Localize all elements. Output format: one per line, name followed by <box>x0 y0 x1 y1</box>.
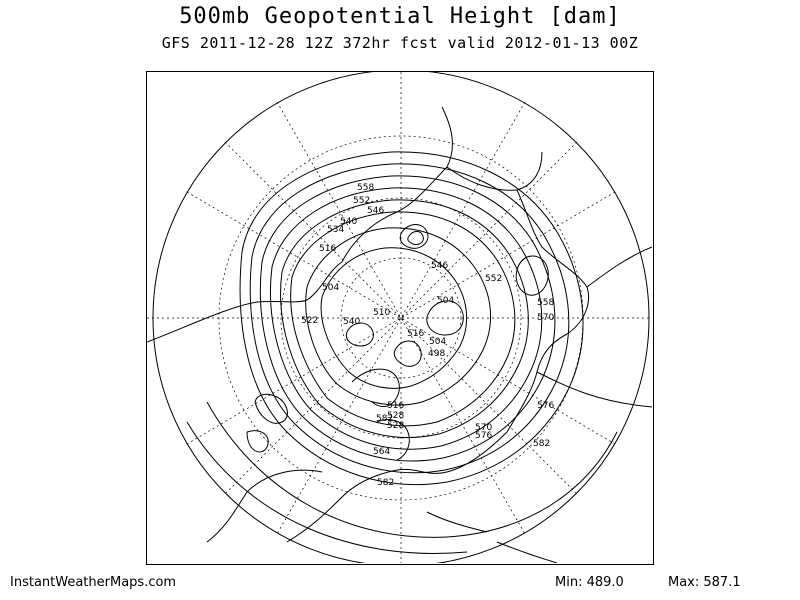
contour-label: 552 <box>353 196 370 206</box>
contour-label: 504 <box>437 296 454 306</box>
meridian-lines <box>147 72 652 563</box>
contour-label: 558 <box>537 298 554 308</box>
contour-label: 528 <box>387 411 404 421</box>
contour-label: 582 <box>533 439 550 449</box>
contour-label: 570 <box>475 423 492 433</box>
contour-label: 540 <box>343 317 360 327</box>
contour-label: 510 <box>373 308 390 318</box>
contour-label: 516 <box>407 329 424 339</box>
contour-label: 516 <box>387 401 404 411</box>
map-svg: 558 552 546 540 534 516 504 522 540 510 … <box>146 69 653 567</box>
contour-label: 546 <box>367 206 384 216</box>
contour-label: 546 <box>431 261 448 271</box>
contour-label: 540 <box>340 217 357 227</box>
contour-label: 564 <box>373 447 390 457</box>
contour-label: 504 <box>429 337 446 347</box>
contour-label: 504 <box>322 283 339 293</box>
contour-label: 498 <box>428 349 445 359</box>
contour-label: 582 <box>376 414 393 424</box>
max-value: Max: 587.1 <box>668 575 741 590</box>
map-panel: 558 552 546 540 534 516 504 522 540 510 … <box>146 69 654 567</box>
contour-label: 522 <box>301 316 318 326</box>
chart-title: 500mb Geopotential Height [dam] <box>179 4 621 29</box>
contour-label: 582 <box>377 478 394 488</box>
min-value: Min: 489.0 <box>555 575 624 590</box>
site-credit: InstantWeatherMaps.com <box>10 575 177 590</box>
contour-label: 534 <box>327 225 344 235</box>
chart-subtitle: GFS 2011-12-28 12Z 372hr fcst valid 2012… <box>161 34 639 52</box>
contour-label: 528 <box>387 421 404 431</box>
contour-label: 552 <box>485 274 502 284</box>
contour-label: 576 <box>475 431 492 441</box>
latitude-circle <box>340 257 462 379</box>
contour-label: 570 <box>537 313 554 323</box>
contour-label: 576 <box>537 401 554 411</box>
contour-label: 558 <box>357 183 374 193</box>
height-contours <box>186 151 618 554</box>
contour-label: 516 <box>319 244 336 254</box>
contour-labels: 558 552 546 540 534 516 504 522 540 510 … <box>301 183 554 488</box>
